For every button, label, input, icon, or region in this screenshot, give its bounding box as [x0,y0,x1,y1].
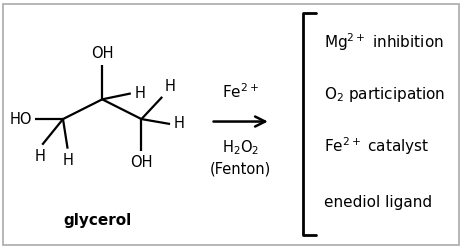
Text: Mg$^{2+}$ inhibition: Mg$^{2+}$ inhibition [324,32,444,54]
Text: HO: HO [10,112,33,126]
Text: (Fenton): (Fenton) [210,162,271,177]
Text: enediol ligand: enediol ligand [324,195,432,210]
Text: Fe$^{2+}$: Fe$^{2+}$ [222,82,259,101]
Text: H: H [164,79,175,94]
Text: O$_2$ participation: O$_2$ participation [324,85,445,104]
Text: glycerol: glycerol [64,213,132,228]
Text: H: H [174,117,185,131]
Text: OH: OH [91,46,113,61]
Text: H: H [135,86,146,101]
Text: OH: OH [130,155,153,170]
FancyBboxPatch shape [3,4,459,245]
Text: Fe$^{2+}$ catalyst: Fe$^{2+}$ catalyst [324,135,429,157]
Text: H: H [35,149,46,164]
Text: H$_2$O$_2$: H$_2$O$_2$ [222,139,259,157]
Text: H: H [62,153,73,168]
